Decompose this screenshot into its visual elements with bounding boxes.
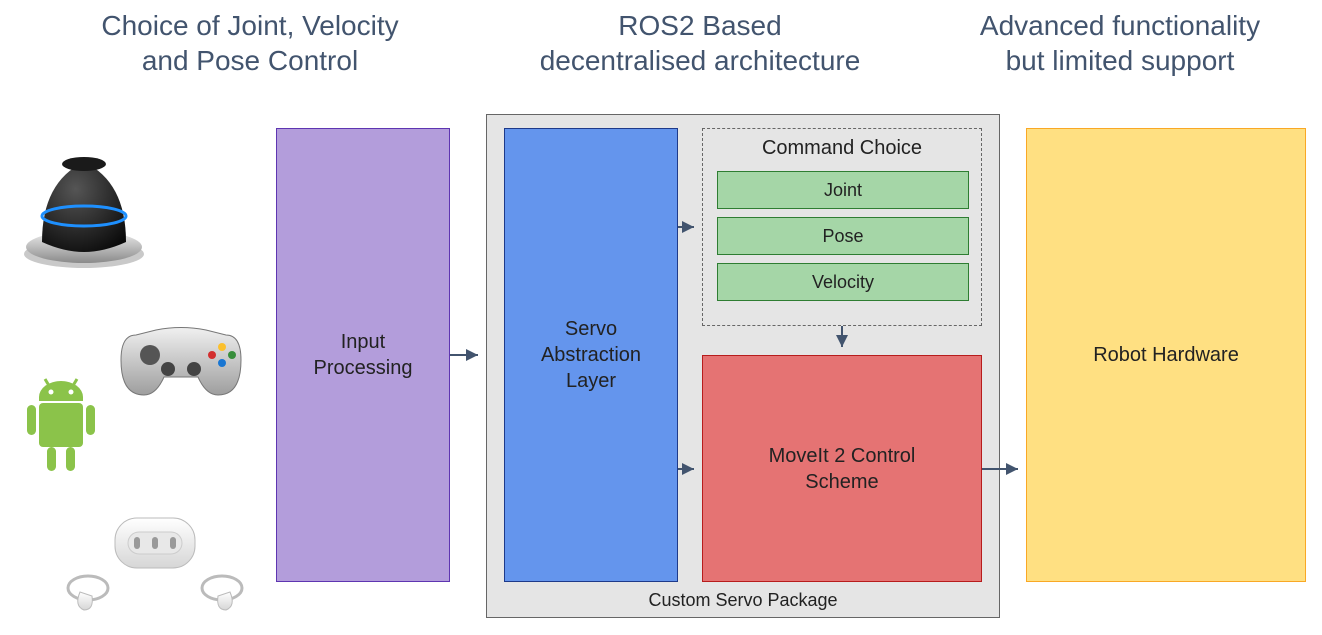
box-input-processing: InputProcessing	[276, 128, 450, 582]
command-item-joint: Joint	[717, 171, 969, 209]
container-label-text: Custom Servo Package	[648, 590, 837, 610]
box-moveit: MoveIt 2 ControlScheme	[702, 355, 982, 582]
gamepad-icon	[116, 305, 246, 403]
container-label: Custom Servo Package	[487, 590, 999, 611]
box-robot-hardware-label: Robot Hardware	[1093, 342, 1239, 368]
command-item-velocity-label: Velocity	[812, 272, 874, 293]
box-servo-abstraction: ServoAbstractionLayer	[504, 128, 678, 582]
box-robot-hardware: Robot Hardware	[1026, 128, 1306, 582]
command-choice-title: Command Choice	[703, 137, 981, 160]
arrow-command-to-moveit	[834, 326, 850, 355]
arrow-moveit-to-robot	[982, 461, 1026, 477]
spacemouse-icon	[14, 142, 154, 272]
heading-center-text: ROS2 Baseddecentralised architecture	[540, 10, 861, 76]
box-moveit-label: MoveIt 2 ControlScheme	[769, 443, 916, 495]
android-icon	[15, 375, 107, 485]
box-input-processing-label: InputProcessing	[314, 329, 413, 381]
heading-right: Advanced functionalitybut limited suppor…	[930, 8, 1310, 78]
vr-headset-icon	[60, 510, 250, 615]
command-choice-title-text: Command Choice	[762, 137, 922, 159]
heading-right-text: Advanced functionalitybut limited suppor…	[980, 10, 1260, 76]
arrow-input-to-servo	[450, 347, 486, 363]
command-item-pose-label: Pose	[822, 226, 863, 247]
heading-left-text: Choice of Joint, Velocityand Pose Contro…	[101, 10, 398, 76]
arrow-servo-to-command	[678, 219, 702, 235]
command-item-velocity: Velocity	[717, 263, 969, 301]
heading-left: Choice of Joint, Velocityand Pose Contro…	[30, 8, 470, 78]
box-servo-abstraction-label: ServoAbstractionLayer	[541, 316, 641, 394]
command-choice-group: Command Choice Joint Pose Velocity	[702, 128, 982, 326]
command-item-pose: Pose	[717, 217, 969, 255]
arrow-servo-to-moveit	[678, 461, 702, 477]
heading-center: ROS2 Baseddecentralised architecture	[480, 8, 920, 78]
command-item-joint-label: Joint	[824, 180, 862, 201]
